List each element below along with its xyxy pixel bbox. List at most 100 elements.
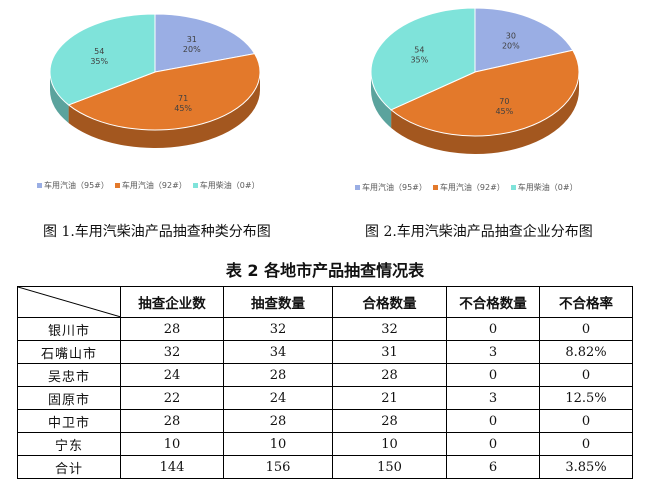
table-cell: 21 xyxy=(332,386,447,410)
slice-value-label: 70 xyxy=(499,97,509,106)
table-cell: 0 xyxy=(446,432,540,456)
legend-item: 车用汽油（95#） xyxy=(355,182,427,193)
pie-slice xyxy=(67,53,261,131)
table-cell: 156 xyxy=(223,455,333,479)
table-cell: 12.5% xyxy=(539,386,633,410)
column-header: 合格数量 xyxy=(332,286,447,318)
region-name-cell: 宁东 xyxy=(17,432,121,456)
pie-slice-side xyxy=(50,72,69,123)
pie-chart-2: 30 20% 70 45% 54 35% 车用汽油（95#） 车用汽油（92#） 车用柴油… xyxy=(330,0,630,200)
slice-percent-label: 20% xyxy=(183,45,201,54)
table-cell: 0 xyxy=(539,409,633,433)
table-cell: 31 xyxy=(332,340,447,364)
table-row: 银川市 28 32 32 0 0 xyxy=(17,317,633,341)
legend-item: 车用柴油（0#） xyxy=(510,182,578,193)
pie-slice xyxy=(474,7,574,73)
table-cell: 28 xyxy=(223,409,333,433)
column-header: 不合格率 xyxy=(539,286,633,318)
table-cell: 28 xyxy=(332,409,447,433)
column-header: 抽查企业数 xyxy=(120,286,224,318)
legend-item: 车用汽油（95#） xyxy=(37,180,109,191)
pie-slice xyxy=(390,49,580,137)
legend-label: 车用柴油（0#） xyxy=(517,183,578,192)
table-cell: 28 xyxy=(332,363,447,387)
table-cell: 144 xyxy=(120,455,224,479)
table-cell: 0 xyxy=(446,363,540,387)
slice-value-label: 54 xyxy=(414,46,424,55)
table-cell: 0 xyxy=(539,363,633,387)
table-cell: 32 xyxy=(120,340,224,364)
table-cell: 32 xyxy=(223,317,333,341)
table-cell: 24 xyxy=(223,386,333,410)
slice-percent-label: 35% xyxy=(90,57,108,66)
table-cell: 3 xyxy=(446,340,540,364)
legend-label: 车用汽油（92#） xyxy=(439,183,505,192)
table-row: 合计 144 156 150 6 3.85% xyxy=(17,455,633,479)
pie-chart-1: 31 20% 71 45% 54 35% 车用汽油（95#） 车用汽油（92#） 车用柴油… xyxy=(10,0,310,200)
table-cell: 28 xyxy=(223,363,333,387)
pie-chart-2-legend: 车用汽油（95#） 车用汽油（92#） 车用柴油（0#） xyxy=(355,182,578,193)
legend-swatch xyxy=(355,185,360,190)
legend-label: 车用汽油（95#） xyxy=(362,183,427,192)
table-cell: 0 xyxy=(539,317,633,341)
legend-label: 车用汽油（92#） xyxy=(121,181,187,190)
legend-label: 车用汽油（95#） xyxy=(44,181,109,190)
table-cell: 10 xyxy=(223,432,333,456)
column-header: 不合格数量 xyxy=(446,286,540,318)
slice-value-label: 71 xyxy=(178,94,188,103)
table-row: 吴忠市 24 28 28 0 0 xyxy=(17,363,633,387)
table-cell: 0 xyxy=(446,317,540,341)
column-header: 抽查数量 xyxy=(223,286,333,318)
table-header-row: 抽查企业数 抽查数量 合格数量 不合格数量 不合格率 xyxy=(17,286,633,318)
slice-value-label: 54 xyxy=(94,47,104,56)
table-title: 表 2 各地市产品抽查情况表 xyxy=(225,261,425,280)
legend-swatch xyxy=(114,183,120,188)
slice-percent-label: 45% xyxy=(174,104,192,113)
table-cell: 3.85% xyxy=(539,455,633,479)
table-cell: 28 xyxy=(120,409,224,433)
table-cell: 28 xyxy=(120,317,224,341)
legend-item: 车用汽油（92#） xyxy=(114,180,187,191)
region-name-cell: 石嘴山市 xyxy=(17,340,121,364)
slice-value-label: 30 xyxy=(506,32,516,41)
legend-swatch xyxy=(37,183,42,188)
table-row: 宁东 10 10 10 0 0 xyxy=(17,432,633,456)
inspection-table: 抽查企业数 抽查数量 合格数量 不合格数量 不合格率 银川市 28 32 32 0 0 石嘴… xyxy=(17,286,633,479)
table-cell: 22 xyxy=(120,386,224,410)
legend-item: 车用汽油（92#） xyxy=(432,182,505,193)
table-cell: 32 xyxy=(332,317,447,341)
slice-value-label: 31 xyxy=(187,35,197,44)
pie-slice-side xyxy=(391,72,579,155)
region-name-cell: 固原市 xyxy=(17,386,121,410)
region-name-cell: 中卫市 xyxy=(17,409,121,433)
diagonal-header-cell xyxy=(17,286,121,318)
slice-percent-label: 20% xyxy=(502,42,520,51)
region-name-cell: 银川市 xyxy=(17,317,121,341)
table-cell: 6 xyxy=(446,455,540,479)
region-name-cell: 吴忠市 xyxy=(17,363,121,387)
region-name-cell: 合计 xyxy=(17,455,121,479)
figure-1-caption: 图 1.车用汽柴油产品抽查种类分布图 xyxy=(43,224,271,240)
table-cell: 10 xyxy=(332,432,447,456)
legend-item: 车用柴油（0#） xyxy=(192,180,260,191)
table-cell: 8.82% xyxy=(539,340,633,364)
slice-percent-label: 35% xyxy=(410,56,428,65)
table-cell: 3 xyxy=(446,386,540,410)
slice-percent-label: 45% xyxy=(495,107,513,116)
table-cell: 34 xyxy=(223,340,333,364)
table-row: 石嘴山市 32 34 31 3 8.82% xyxy=(17,340,633,364)
table-cell: 10 xyxy=(120,432,224,456)
table-cell: 0 xyxy=(539,432,633,456)
pie-slice-side xyxy=(68,72,260,148)
table-cell: 0 xyxy=(446,409,540,433)
diagonal-line xyxy=(18,287,121,317)
table-row: 固原市 22 24 21 3 12.5% xyxy=(17,386,633,410)
table-row: 中卫市 28 28 28 0 0 xyxy=(17,409,633,433)
pie-chart-1-legend: 车用汽油（95#） 车用汽油（92#） 车用柴油（0#） xyxy=(37,180,260,191)
legend-swatch xyxy=(510,185,516,190)
legend-label: 车用柴油（0#） xyxy=(199,181,260,190)
pie-slice xyxy=(370,7,476,111)
table-cell: 24 xyxy=(120,363,224,387)
